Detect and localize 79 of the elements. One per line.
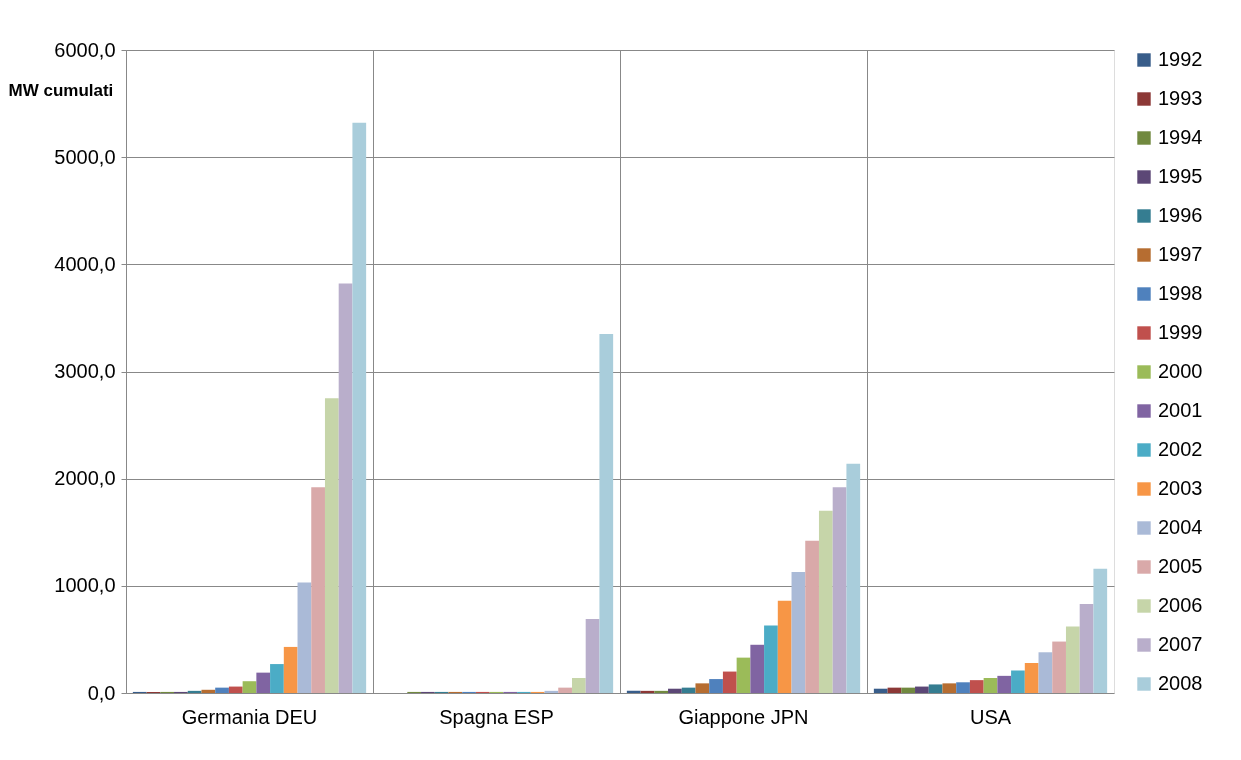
bar (1024, 662, 1039, 693)
bar (599, 333, 614, 693)
x-tick-label: USA (969, 705, 1012, 728)
bar (201, 689, 216, 693)
legend-label: 2004 (1158, 516, 1203, 538)
y-tick-label: 6000,0 (54, 38, 116, 61)
bar (791, 571, 806, 693)
legend-label: 2003 (1158, 477, 1203, 499)
bar (777, 600, 792, 693)
legend-label: 2005 (1158, 555, 1203, 577)
bar (1038, 652, 1053, 693)
bar (1011, 670, 1025, 693)
legend-label: 2008 (1158, 672, 1203, 694)
bar (709, 679, 723, 693)
bar (324, 398, 339, 693)
legend-label: 1992 (1158, 48, 1203, 70)
y-axis-title: MW cumulati (8, 80, 114, 100)
bar (915, 686, 929, 693)
bar (352, 122, 367, 693)
y-tick-label: 0,0 (87, 681, 116, 704)
legend-label: 1997 (1158, 243, 1203, 265)
bar (283, 646, 298, 693)
y-tick-label: 3000,0 (54, 360, 116, 382)
bar (640, 690, 655, 693)
bar (187, 690, 202, 693)
bar (805, 540, 819, 693)
bar (901, 687, 916, 693)
legend-label: 2002 (1158, 438, 1203, 460)
bar (242, 681, 257, 693)
bar (338, 283, 353, 693)
bar (654, 690, 669, 693)
y-tick-label: 1000,0 (54, 574, 116, 597)
bar (832, 487, 847, 693)
legend-label: 1993 (1158, 87, 1203, 109)
bar (736, 657, 751, 693)
bar (750, 644, 765, 693)
bar (695, 683, 710, 693)
bar (846, 463, 861, 693)
bar (969, 680, 984, 693)
y-tick-label: 5000,0 (54, 145, 116, 168)
bar (544, 690, 559, 693)
bar (626, 690, 641, 693)
bar (764, 625, 778, 693)
bar (818, 510, 833, 693)
legend-label: 2001 (1158, 399, 1203, 421)
legend-label: 1996 (1158, 204, 1203, 226)
bar (997, 675, 1012, 693)
legend-label: 1995 (1158, 165, 1203, 187)
bar (942, 683, 957, 693)
y-tick-label: 2000,0 (54, 467, 116, 490)
bar (1065, 626, 1080, 693)
x-tick-label: Germania DEU (181, 705, 318, 728)
bar (558, 687, 572, 693)
legend-label: 1999 (1158, 321, 1203, 343)
bar (256, 672, 271, 693)
bar (873, 688, 888, 693)
bar (1052, 641, 1066, 693)
bar (585, 619, 600, 693)
bar (722, 671, 737, 693)
bar (270, 664, 284, 693)
bar (228, 686, 243, 693)
bar (668, 688, 682, 693)
legend-label: 2007 (1158, 633, 1203, 655)
bar (928, 684, 943, 693)
x-tick-label: Giappone JPN (678, 705, 809, 728)
bar (311, 487, 325, 693)
legend-label: 2006 (1158, 594, 1203, 616)
y-tick-label: 4000,0 (54, 252, 116, 275)
legend-label: 2000 (1158, 360, 1203, 382)
bar (956, 682, 970, 693)
x-tick-label: Spagna ESP (439, 705, 554, 728)
legend-label: 1994 (1158, 126, 1203, 148)
bar (1093, 568, 1108, 693)
bar (297, 582, 312, 693)
legend-label: 1998 (1158, 282, 1203, 304)
bar (983, 678, 998, 693)
bar (215, 687, 229, 693)
bar (1079, 604, 1094, 693)
bar (571, 678, 586, 693)
